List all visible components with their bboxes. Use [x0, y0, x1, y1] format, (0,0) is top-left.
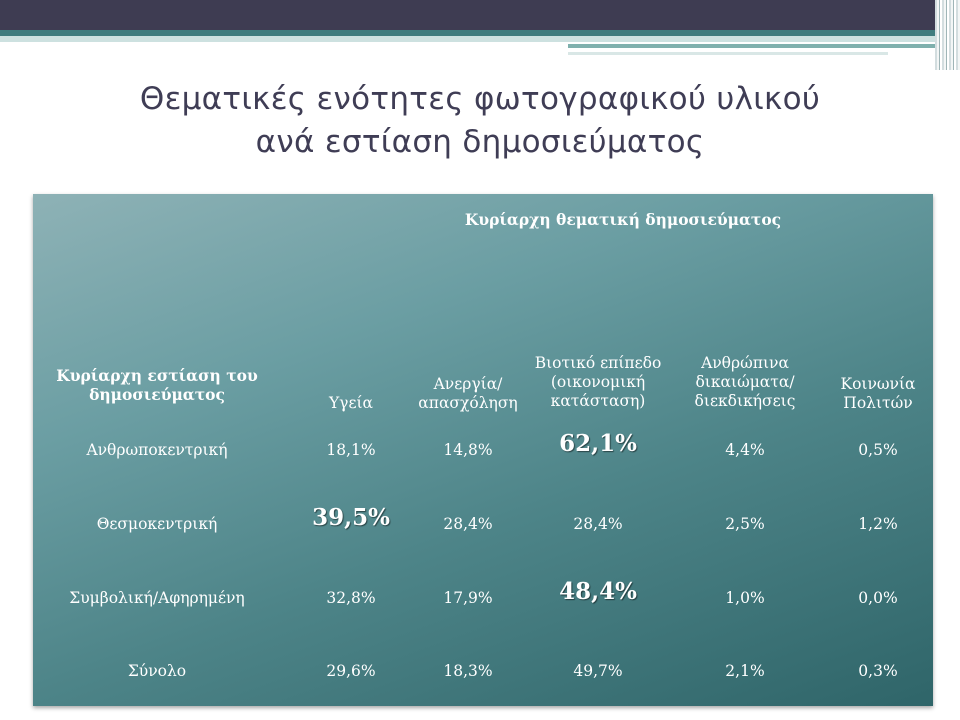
- column-header-line: Βιοτικό επίπεδο: [534, 354, 662, 372]
- column-header-line: Υγεία: [328, 394, 374, 412]
- column-header-human-rights: Ανθρώπινα δικαιώματα/ διεκδικήσεις: [675, 354, 815, 411]
- header-bar: [0, 0, 935, 30]
- table-cell: 18,1%: [326, 441, 376, 459]
- column-header-living-standard: Βιοτικό επίπεδο (οικονομική κατάσταση): [518, 354, 678, 411]
- column-header-line: απασχόληση: [418, 394, 518, 412]
- column-header-line: (οικονομική: [550, 373, 646, 391]
- column-header-unemployment: Ανεργία/ απασχόληση: [408, 375, 528, 413]
- column-header-line: Ανθρώπινα: [701, 354, 789, 372]
- slide-title-line: Θεματικές ενότητες φωτογραφικού υλικού: [139, 81, 821, 117]
- table-cell: 28,4%: [573, 515, 623, 533]
- table-cell-highlight: 48,4%: [559, 578, 637, 605]
- column-header-line: δικαιώματα/: [695, 373, 795, 391]
- slide-title-line: ανά εστίαση δημοσιεύματος: [255, 124, 705, 160]
- table-cell: 18,3%: [443, 662, 493, 680]
- header-accent-bar: [0, 30, 935, 36]
- header-accent-bar-light: [0, 36, 935, 42]
- column-header-line: Ανεργία/: [433, 375, 503, 393]
- table-cell: 0,0%: [858, 589, 898, 607]
- column-header-line: Κοινωνία: [840, 375, 916, 393]
- table-cell: 32,8%: [326, 589, 376, 607]
- row-label: Ανθρωποκεντρική: [86, 441, 228, 459]
- header-accent-line: [568, 52, 888, 55]
- row-label: Θεσμοκεντρική: [96, 515, 218, 533]
- column-header-health: Υγεία: [291, 394, 411, 413]
- table-cell: 2,5%: [725, 515, 765, 533]
- table-cell-highlight: 39,5%: [312, 504, 390, 531]
- edge-stripes: [935, 0, 960, 70]
- column-header-line: διεκδικήσεις: [694, 392, 796, 410]
- table-cell: 0,5%: [858, 441, 898, 459]
- table-cell: 2,1%: [725, 662, 765, 680]
- table-cell-highlight: 62,1%: [559, 430, 637, 457]
- row-label-total: Σύνολο: [127, 662, 187, 680]
- row-header-line: δημοσιεύματος: [89, 385, 225, 404]
- table-cell: 17,9%: [443, 589, 493, 607]
- table-cell: 1,0%: [725, 589, 765, 607]
- row-label: Συμβολική/Αφηρημένη: [69, 589, 245, 607]
- table-cell: 0,3%: [858, 662, 898, 680]
- table-cell: 28,4%: [443, 515, 493, 533]
- column-header-line: κατάσταση): [550, 392, 646, 410]
- column-header-civil-society: Κοινωνία Πολιτών: [823, 375, 933, 413]
- row-header-line: Κυρίαρχη εστίαση του: [56, 366, 258, 385]
- table-cell: 1,2%: [858, 515, 898, 533]
- data-table: Κυρίαρχη θεματική δημοσιεύματος Κυρίαρχη…: [33, 194, 933, 706]
- slide-title: Θεματικές ενότητες φωτογραφικού υλικού α…: [60, 78, 900, 164]
- table-cell: 49,7%: [573, 662, 623, 680]
- table-cell: 4,4%: [725, 441, 765, 459]
- row-header: Κυρίαρχη εστίαση του δημοσιεύματος: [47, 366, 267, 404]
- header-accent-line: [568, 44, 935, 48]
- table-cell: 29,6%: [326, 662, 376, 680]
- table-cell: 14,8%: [443, 441, 493, 459]
- column-group-header: Κυρίαρχη θεματική δημοσιεύματος: [464, 210, 782, 229]
- column-header-line: Πολιτών: [843, 394, 913, 412]
